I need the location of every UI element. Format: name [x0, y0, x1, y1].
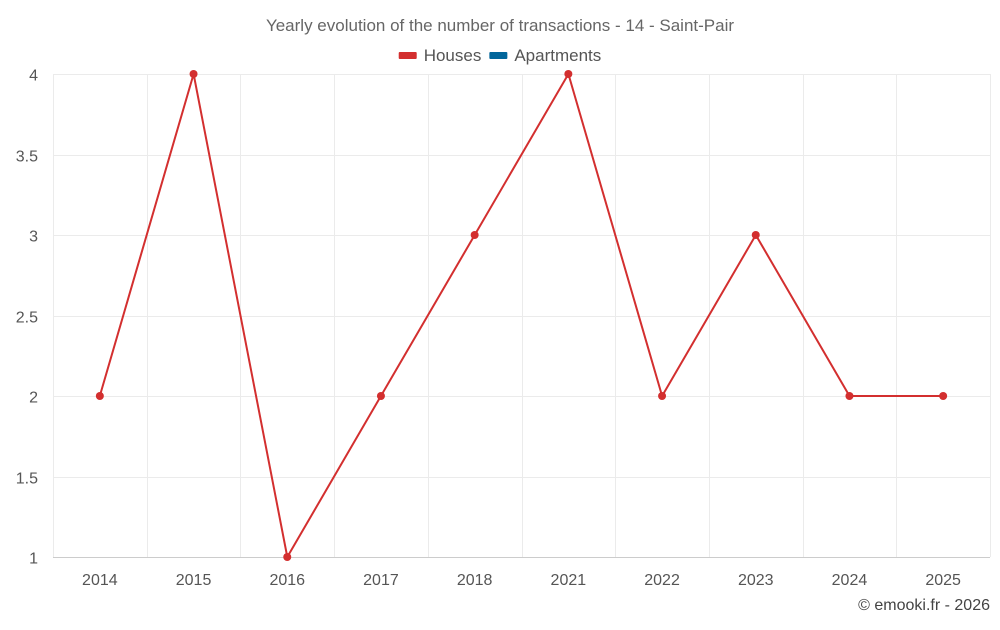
series-line-houses — [98, 73, 944, 558]
y-tick-label: 3 — [29, 229, 38, 246]
x-tick-label: 2017 — [363, 572, 399, 589]
x-tick-label: 2014 — [82, 572, 118, 589]
data-point-houses[interactable] — [845, 392, 854, 400]
x-tick-label: 2015 — [176, 572, 212, 589]
legend-item-apartments[interactable]: Apartments — [489, 46, 601, 65]
legend-label: Houses — [424, 46, 482, 65]
y-tick-labels: 1 1.5 2 2.5 3 3.5 4 — [16, 68, 38, 568]
x-tick-label: 2016 — [269, 572, 305, 589]
legend-label: Apartments — [514, 46, 601, 65]
data-point-houses[interactable] — [470, 231, 479, 239]
x-tick-label: 2018 — [457, 572, 493, 589]
data-point-houses[interactable] — [939, 392, 948, 400]
legend-swatch — [398, 52, 417, 59]
x-tick-label: 2025 — [925, 572, 961, 589]
data-point-houses[interactable] — [189, 70, 198, 78]
legend-item-houses[interactable]: Houses — [398, 46, 482, 65]
x-tick-label: 2024 — [832, 572, 868, 589]
series-layer — [95, 70, 948, 561]
y-tick-label: 2 — [29, 390, 38, 407]
data-point-houses[interactable] — [751, 231, 760, 239]
y-tick-label: 1 — [29, 551, 38, 568]
chart-title: Yearly evolution of the number of transa… — [266, 16, 734, 35]
y-tick-label: 1.5 — [16, 471, 38, 488]
data-point-houses[interactable] — [658, 392, 667, 400]
x-tick-label: 2021 — [551, 572, 587, 589]
y-tick-label: 4 — [29, 68, 38, 85]
y-tick-label: 3.5 — [16, 149, 38, 166]
y-tick-label: 2.5 — [16, 310, 38, 327]
x-tick-label: 2022 — [644, 572, 680, 589]
x-tick-labels: 2014 2015 2016 2017 2018 2021 2022 2023 2024 2025 — [82, 572, 961, 589]
data-point-houses[interactable] — [376, 392, 385, 400]
y-gridlines — [53, 74, 990, 558]
x-gridlines — [53, 74, 991, 557]
data-point-houses[interactable] — [564, 70, 573, 78]
data-point-houses[interactable] — [283, 553, 292, 561]
legend-swatch — [489, 52, 508, 59]
x-tick-label: 2023 — [738, 572, 774, 589]
data-point-houses[interactable] — [95, 392, 104, 400]
legend: Houses Apartments — [398, 46, 601, 65]
credit-text: © emooki.fr - 2026 — [858, 597, 990, 614]
